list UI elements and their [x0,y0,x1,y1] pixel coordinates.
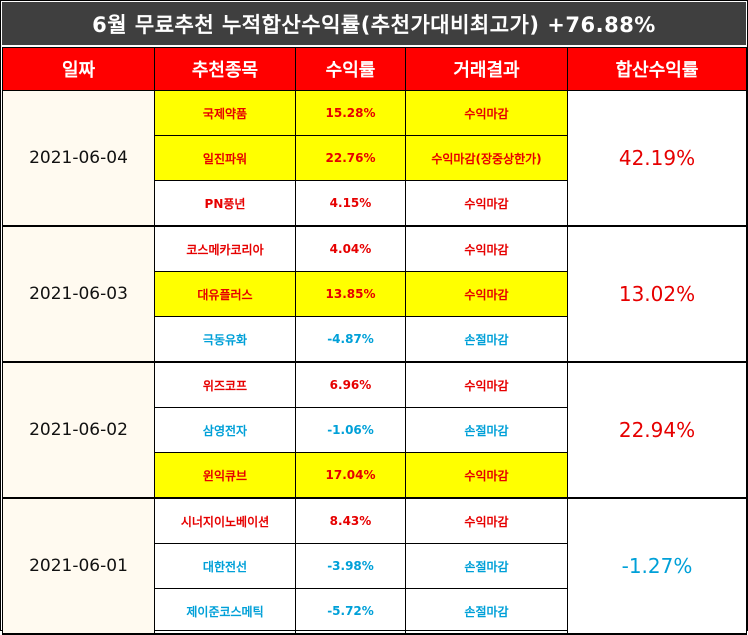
trade-result: 수익마감 [405,271,568,317]
table-row: 2021-06-04 국제약품 15.28% 수익마감 42.19% [2,90,747,227]
group-date: 2021-06-03 [2,225,155,363]
group-total-return: 42.19% [567,90,747,227]
group-date: 2021-06-02 [2,361,155,499]
header-result: 거래결과 [405,47,568,91]
stock-name: 제이준코스메틱 [154,588,296,635]
trade-result: 수익마감 [405,497,568,544]
stock-name: 위즈코프 [154,361,296,408]
group-date: 2021-06-04 [2,90,155,227]
stock-name: 삼영전자 [154,407,296,453]
table-row: 2021-06-01 시너지이노베이션 8.43% 수익마감 -1.27% [2,497,747,635]
stock-name: 코스메카코리아 [154,225,296,272]
table-row: 대유플러스 13.85% 수익마감 [3,271,747,317]
header-row: 일짜 추천종목 수익률 거래결과 합산수익률 [2,47,747,91]
table-row: 삼영전자 -1.06% 손절마감 [3,407,747,453]
group-total-return: 13.02% [567,225,747,363]
table-row: 제이준코스메틱 -5.72% 손절마감 [3,588,747,635]
return-value: 4.15% [295,180,406,227]
group-total-return: -1.27% [567,497,747,635]
header-stock: 추천종목 [154,47,296,91]
trade-result: 수익마감(장중상한가) [405,135,568,181]
return-value: -1.06% [295,407,406,453]
trade-result: 손절마감 [405,543,568,589]
trade-result: 수익마감 [405,361,568,408]
table-row: 2021-06-02 위즈코프 6.96% 수익마감 22.94% [2,361,747,499]
group-total-return: 22.94% [567,361,747,499]
stock-name: PN풍년 [154,180,296,227]
trade-result: 수익마감 [405,180,568,227]
table-row: 윈익큐브 17.04% 수익마감 [3,452,747,499]
table-row: PN풍년 4.15% 수익마감 [3,180,747,227]
return-value: 6.96% [295,361,406,408]
return-value: 8.43% [295,497,406,544]
stock-name: 극동유화 [154,316,296,363]
results-table: 일짜 추천종목 수익률 거래결과 합산수익률 2021-06-04 국제약품 15.… [2,47,747,635]
stock-name: 시너지이노베이션 [154,497,296,544]
return-value: -4.87% [295,316,406,363]
stock-name: 국제약품 [154,90,296,136]
table-row: 대한전선 -3.98% 손절마감 [3,543,747,589]
stock-name: 대한전선 [154,543,296,589]
return-value: -3.98% [295,543,406,589]
trade-result: 손절마감 [405,407,568,453]
table-row: 2021-06-03 코스메카코리아 4.04% 수익마감 13.02% [2,225,747,363]
return-value: 17.04% [295,452,406,499]
trade-result: 손절마감 [405,588,568,635]
stock-name: 윈익큐브 [154,452,296,499]
return-value: 4.04% [295,225,406,272]
return-value: -5.72% [295,588,406,635]
header-total-return: 합산수익률 [567,47,747,91]
return-value: 13.85% [295,271,406,317]
return-value: 15.28% [295,90,406,136]
return-value: 22.76% [295,135,406,181]
trade-result: 수익마감 [405,225,568,272]
trade-result: 손절마감 [405,316,568,363]
trade-result: 수익마감 [405,452,568,499]
table-row: 일진파워 22.76% 수익마감(장중상한가) [3,135,747,181]
stock-name: 일진파워 [154,135,296,181]
header-date: 일짜 [2,47,155,91]
page-title: 6월 무료추천 누적합산수익률(추천가대비최고가) +76.88% [2,2,746,45]
stock-name: 대유플러스 [154,271,296,317]
group-date: 2021-06-01 [2,497,155,635]
header-return: 수익률 [295,47,406,91]
trade-result: 수익마감 [405,90,568,136]
table-row: 극동유화 -4.87% 손절마감 [3,316,747,363]
